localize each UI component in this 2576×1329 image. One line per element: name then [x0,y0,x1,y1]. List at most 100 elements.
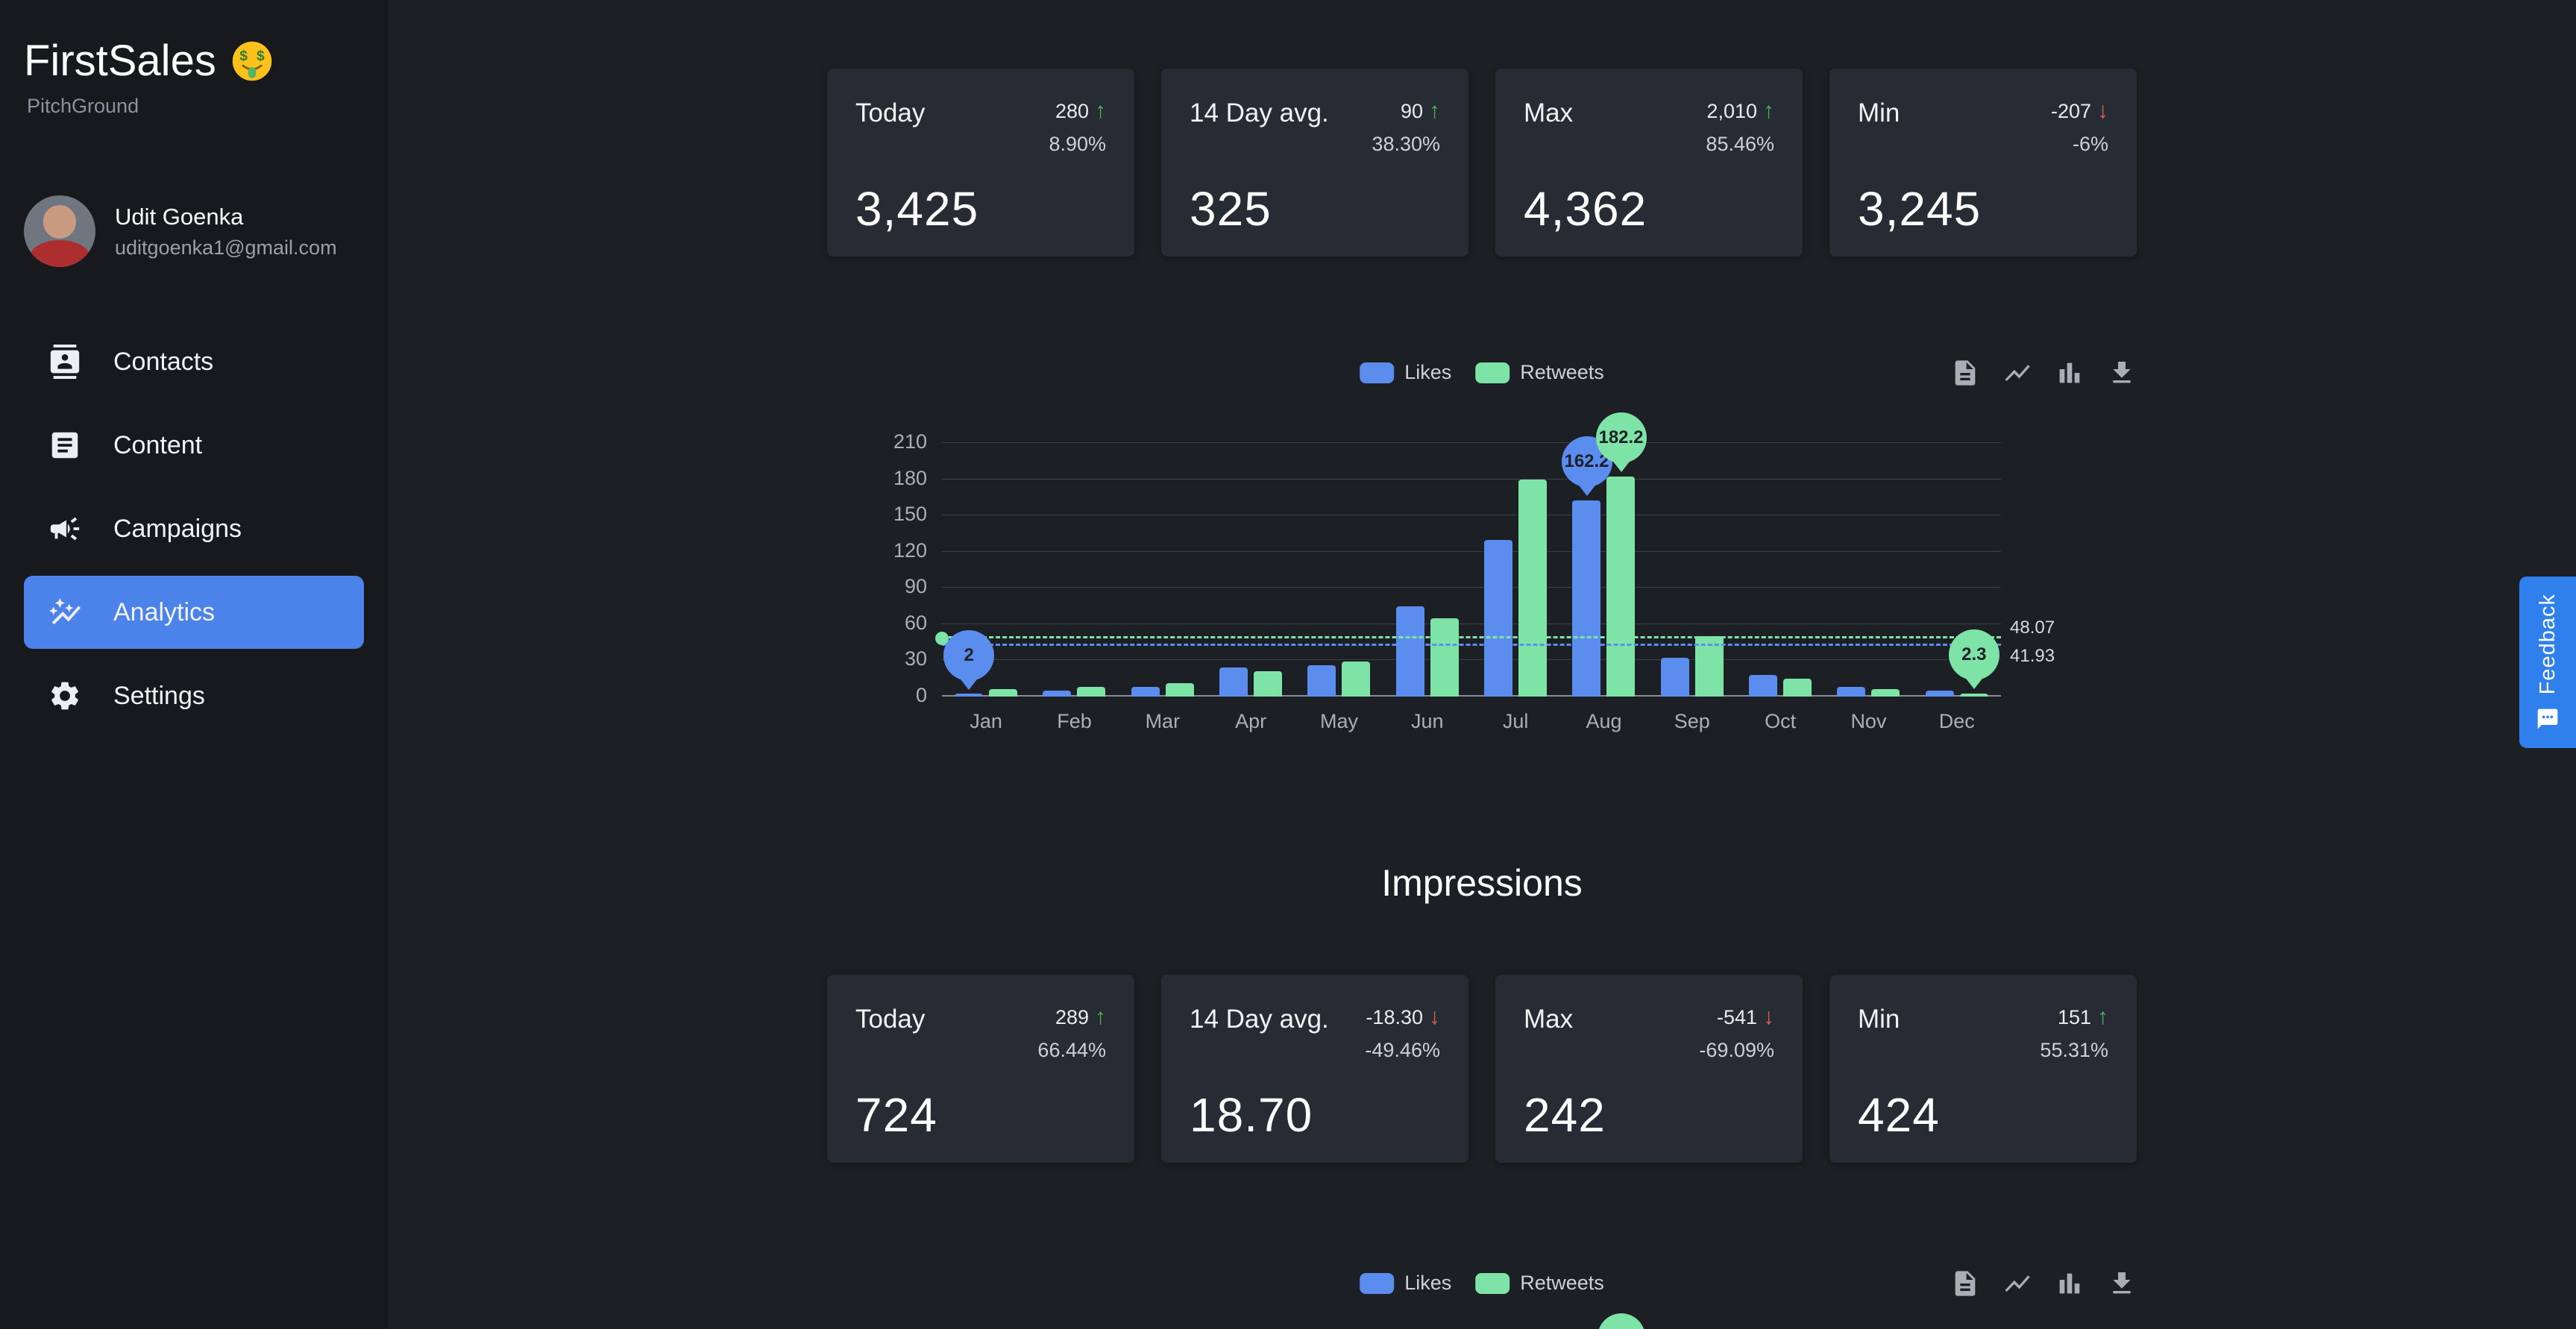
article-icon [48,428,82,462]
retweets-bar[interactable] [1606,477,1636,697]
download-icon[interactable] [2107,1269,2137,1298]
sidebar-item-content[interactable]: Content [24,409,364,482]
bar-group[interactable] [1119,443,1207,697]
main-content: Today 280 ↑ 8.90% 3,425 14 Day avg. 90 ↑ 3… [388,0,2576,1329]
retweets-bar[interactable] [1077,687,1106,697]
likes-bar[interactable] [1484,539,1513,697]
chart-marker-pin[interactable]: 2 [943,629,995,681]
feedback-button[interactable]: Feedback [2519,576,2576,748]
likes-bar[interactable] [1837,687,1866,697]
legend-label: Retweets [1520,1272,1604,1294]
sidebar-item-campaigns[interactable]: Campaigns [24,492,364,565]
chart-marker-pin[interactable]: 2.3 [1948,629,1999,681]
bar-group[interactable] [1030,443,1118,697]
bar-group[interactable] [1295,443,1383,697]
retweets-bar[interactable] [1165,683,1194,697]
retweets-bar[interactable] [1430,618,1459,697]
stat-card-max: Max 2,010 ↑ 85.46% 4,362 [1495,69,1803,257]
likes-bar[interactable] [1395,606,1424,697]
engagement-chart-section: Likes Retweets 210 180 150 120 90 60 30 0 41.93… [827,356,2137,733]
likes-bar[interactable] [1043,690,1072,697]
download-icon[interactable] [2107,358,2137,388]
retweets-bar[interactable] [1518,479,1548,697]
stat-delta: -18.30 [1366,1005,1423,1028]
chart-marker-pin[interactable]: 182.2 [1595,412,1647,464]
likes-bar[interactable] [1925,690,1954,697]
bar-group[interactable] [1824,443,1912,697]
x-tick: Oct [1765,710,1797,732]
impressions-chart-section: Likes Retweets [827,1267,2137,1329]
bar-group[interactable] [1736,443,1824,697]
bar-group[interactable] [1207,443,1295,697]
likes-bar[interactable] [1131,687,1160,697]
x-tick: Sep [1674,710,1710,732]
likes-bar[interactable] [1572,500,1601,697]
brand: FirstSales $ $ [24,36,364,86]
report-icon[interactable] [1950,1269,1980,1298]
retweets-average-line [942,636,2001,639]
section-title-impressions: Impressions [1381,862,1583,904]
avatar [24,195,95,267]
trend-arrow-icon: ↑ [1095,98,1106,123]
impressions-chart-partial [942,1306,2001,1329]
chart-toolbar [1950,358,2137,388]
bar-group[interactable] [1559,443,1647,697]
bar-group[interactable] [1471,443,1559,697]
stat-card-today: Today 280 ↑ 8.90% 3,425 [827,69,1134,257]
x-tick: May [1319,710,1358,732]
legend-label: Retweets [1520,361,1604,383]
chart-plot[interactable]: 41.93 48.07 2 162.2 182.2 2.3 [935,412,2055,697]
sidebar-item-analytics[interactable]: Analytics [24,576,364,649]
bar-group[interactable] [1648,443,1736,697]
stat-value: 242 [1524,1088,1606,1142]
likes-bar[interactable] [1749,674,1778,697]
stat-value: 3,245 [1858,182,1982,236]
stat-label: 14 Day avg. [1190,98,1329,128]
bar-group[interactable] [1383,443,1471,697]
legend-item-likes[interactable]: Likes [1360,361,1451,384]
retweets-bar[interactable] [1694,636,1724,697]
likes-average-line [942,644,2001,647]
likes-bar[interactable] [1307,664,1336,697]
likes-legend-chip [1360,1272,1395,1294]
report-icon[interactable] [1950,358,1980,388]
x-tick: Apr [1235,710,1267,732]
bar-chart-icon[interactable] [2055,1269,2085,1298]
stat-percent: 38.30% [1372,133,1440,155]
legend-item-likes[interactable]: Likes [1360,1272,1451,1295]
line-chart-icon[interactable] [2002,1269,2032,1298]
bar-chart-icon[interactable] [2055,358,2085,388]
likes-bar[interactable] [1660,658,1689,697]
x-tick: Mar [1145,710,1181,732]
sidebar-item-settings[interactable]: Settings [24,659,364,732]
retweets-bar[interactable] [1871,689,1900,697]
sidebar: FirstSales $ $ PitchGround Udit Goenka ud… [0,0,388,1329]
contacts-icon [48,345,82,379]
sidebar-item-label: Contacts [113,347,214,376]
legend-item-retweets[interactable]: Retweets [1475,1272,1604,1295]
x-tick: Feb [1057,710,1092,732]
sidebar-item-label: Campaigns [113,514,242,543]
likes-bar[interactable] [1219,667,1248,697]
chart-grid [942,442,2001,697]
retweets-bar[interactable] [1342,662,1371,697]
retweets-bar[interactable] [1783,678,1812,697]
user-name: Udit Goenka [115,203,244,230]
stat-delta: 151 [2057,1005,2091,1028]
legend-item-retweets[interactable]: Retweets [1475,361,1604,384]
engagement-stat-cards: Today 280 ↑ 8.90% 3,425 14 Day avg. 90 ↑ 3… [827,69,2137,257]
user-profile[interactable]: Udit Goenka uditgoenka1@gmail.com [24,195,364,267]
line-chart-icon[interactable] [2002,358,2032,388]
trend-arrow-icon: ↑ [1095,1005,1106,1029]
money-mouth-face-emoji: $ $ [231,40,273,82]
sidebar-item-label: Analytics [113,597,216,626]
stat-value: 3,425 [855,182,979,236]
x-tick: Dec [1938,710,1975,732]
analytics-sparkline-icon [48,595,82,629]
sidebar-item-contacts[interactable]: Contacts [24,325,364,398]
retweets-bar[interactable] [989,689,1018,697]
stat-label: Min [1858,1005,1900,1034]
retweets-bar[interactable] [1254,671,1283,697]
trend-arrow-icon: ↑ [1429,98,1440,123]
megaphone-icon [48,512,82,546]
